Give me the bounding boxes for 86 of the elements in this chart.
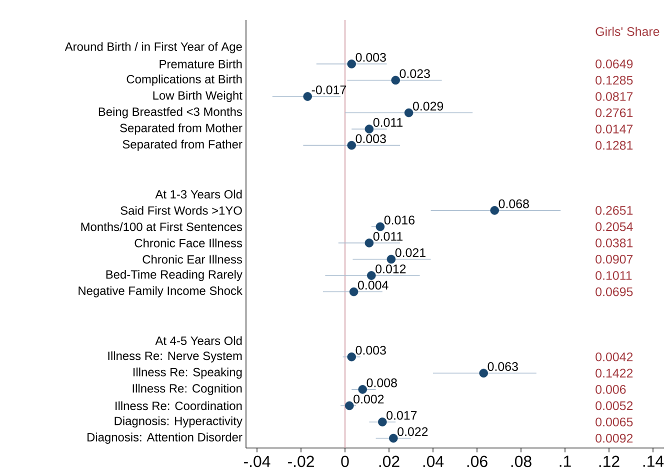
point (479, 368, 488, 378)
y-tick-label: Illness Re: Cognition (132, 384, 242, 395)
annotation: 0.2651 (596, 206, 633, 215)
annotation: 0.2761 (596, 108, 633, 118)
annotation: 0.0052 (596, 401, 633, 410)
x-tick-label: .02 (379, 456, 400, 468)
x-tick-label: .1 (560, 456, 571, 467)
data-label: 0.023 (400, 69, 430, 78)
annotation: 0.0817 (596, 92, 633, 101)
x-tick-label: -.02 (288, 456, 314, 468)
point (349, 287, 358, 296)
point (345, 401, 354, 410)
x-tick-label: -.04 (244, 456, 270, 468)
data-label: 0.029 (412, 102, 444, 111)
point (347, 352, 356, 362)
point (367, 271, 376, 280)
point (386, 254, 396, 264)
data-label: 0.063 (488, 362, 518, 371)
x-tick-label: 0 (341, 456, 349, 468)
point (378, 418, 387, 426)
data-label: 0.021 (395, 248, 426, 258)
data-label: 0.004 (358, 280, 388, 290)
y-tick-label: Diagnosis: Hyperactivity (114, 416, 242, 428)
y-tick-label: Bed-Time Reading Rarely (106, 270, 242, 282)
x-tick-label: .08 (511, 456, 532, 468)
y-tick-label: Months/100 at First Sentences (81, 222, 242, 232)
data-label: 0.003 (356, 134, 386, 144)
y-tick-label: Around Birth / in First Year of Age (64, 42, 242, 54)
y-tick-label: At 4-5 Years Old (155, 336, 242, 345)
annotation: Girls' Share (596, 26, 660, 36)
annotation: 0.0092 (596, 434, 633, 443)
point (364, 238, 374, 248)
point (376, 222, 385, 232)
annotation: 0.0042 (596, 352, 633, 362)
y-tick-label: Complications at Birth (126, 74, 242, 86)
annotation: 0.2054 (596, 222, 633, 232)
data-label: 0.022 (398, 427, 428, 436)
y-tick-label: Said First Words >1YO (120, 206, 242, 215)
y-tick-label: Being Breastfed <3 Months (98, 107, 242, 118)
x-tick-label: .06 (467, 456, 488, 468)
point (303, 92, 312, 101)
point (364, 124, 374, 134)
point (391, 76, 400, 85)
x-tick-label: .12 (599, 456, 620, 467)
y-tick-label: Illness Re: Nerve System (108, 351, 242, 362)
annotation: 0.0147 (596, 124, 633, 134)
data-label: 0.011 (373, 232, 403, 241)
annotation: 0.006 (596, 385, 626, 394)
data-label: 0.012 (376, 264, 406, 274)
y-tick-label: At 1-3 Years Old (155, 190, 242, 199)
data-label: 0.011 (373, 118, 403, 127)
y-tick-label: Diagnosis: Attention Disorder (88, 432, 242, 444)
y-tick-label: Chronic Ear Illness (142, 254, 242, 264)
y-tick-label: Separated from Mother (120, 123, 242, 135)
annotation: 0.1285 (596, 76, 633, 85)
y-tick-label: Premature Birth (160, 60, 242, 68)
point (404, 108, 414, 118)
x-tick-label: .04 (423, 456, 444, 468)
annotation: 0.0649 (596, 60, 633, 68)
point (347, 60, 356, 68)
point (347, 140, 356, 150)
point (490, 206, 500, 215)
annotation: 0.0695 (596, 287, 633, 296)
point (358, 385, 367, 394)
annotation: 0.0381 (596, 238, 633, 248)
point (389, 434, 398, 443)
data-label: 0.016 (384, 216, 415, 224)
data-label: 0.003 (356, 52, 386, 62)
y-tick-label: Illness Re: Speaking (133, 368, 242, 379)
y-tick-label: Negative Family Income Shock (78, 286, 242, 298)
annotation: 0.0907 (596, 254, 633, 264)
data-label: -0.017 (312, 85, 346, 94)
data-label: 0.003 (356, 346, 386, 355)
data-label: 0.017 (386, 410, 417, 420)
annotation: 0.1281 (596, 140, 633, 150)
data-label: 0.068 (498, 199, 529, 208)
x-tick-label: .14 (643, 456, 664, 467)
data-label: 0.008 (366, 378, 397, 388)
y-tick-label: Illness Re: Coordination (116, 401, 242, 410)
y-tick-label: Low Birth Weight (153, 90, 242, 102)
y-tick-label: Chronic Face Illness (134, 238, 242, 248)
annotation: 0.1011 (596, 271, 632, 280)
data-label: 0.002 (354, 394, 384, 404)
y-tick-label: Separated from Father (122, 140, 242, 151)
annotation: 0.0065 (596, 418, 633, 426)
annotation: 0.1422 (596, 368, 633, 378)
